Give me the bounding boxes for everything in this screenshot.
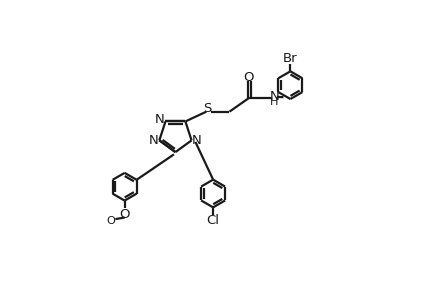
- Text: Cl: Cl: [207, 214, 220, 227]
- Text: O: O: [119, 208, 130, 221]
- Text: N: N: [155, 113, 165, 126]
- Text: N: N: [148, 134, 158, 147]
- Text: O: O: [243, 71, 253, 84]
- Text: N: N: [270, 90, 279, 102]
- Text: N: N: [192, 134, 202, 147]
- Text: Br: Br: [283, 52, 298, 65]
- Text: H: H: [270, 97, 279, 107]
- Text: S: S: [203, 102, 211, 115]
- Text: O: O: [106, 215, 115, 226]
